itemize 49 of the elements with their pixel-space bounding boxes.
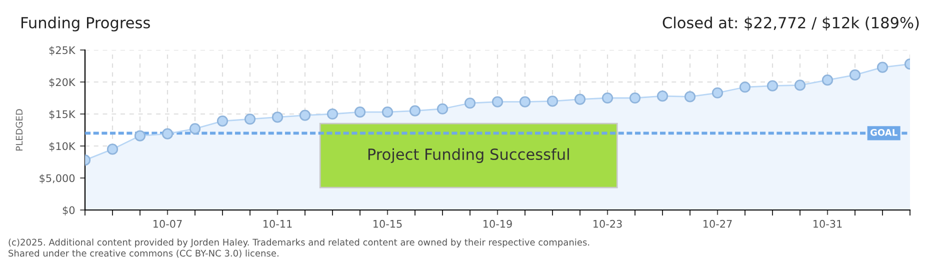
y-tick-label: $0 [62,206,75,216]
x-tick-label: 10-23 [594,220,622,228]
point [189,123,201,134]
point [162,128,174,140]
point [326,108,338,120]
text: (c)2025. Additional content provided by Jorden Haley. Trademarks and related content are owned by their respective companies. [8,238,590,248]
x-tick-label: 10-19 [484,220,512,228]
chart-subtitle: Closed at: $22,772 / $12k (189%) [662,16,919,30]
x-tick-label: 10-11 [264,220,292,228]
point [822,74,834,86]
point [492,96,504,108]
point [546,96,558,107]
annotation: Project Funding Successful [368,148,569,163]
point [106,144,118,155]
point [244,114,256,125]
text: Shared under the creative commons (CC BY-NC 3.0) license. [8,250,278,258]
y-tick-label: $20K [49,78,76,88]
ref-line-label: GOAL [870,128,898,136]
y-tick-label: $10K [49,142,76,152]
point [436,103,448,114]
point [876,62,888,73]
y-tick-label: $25K [49,46,76,56]
point [629,92,641,104]
y-axis-title: PLEDGED [16,109,23,151]
point [849,69,861,81]
point [574,94,586,105]
point [794,80,806,91]
point [409,105,421,116]
point [272,112,284,123]
point [134,130,146,142]
chart-title: Funding Progress [22,16,150,32]
point [299,110,311,121]
point [766,80,778,92]
point [464,98,476,109]
point [602,92,614,104]
x-tick-label: 10-27 [704,220,732,228]
point [739,82,751,93]
point [712,87,724,98]
y-tick-label: $15K [49,110,76,120]
point [684,91,696,102]
point [382,106,394,118]
point [354,106,366,118]
x-tick-label: 10-07 [154,220,182,228]
y-tick-label: $5,000 [40,174,75,184]
point [656,90,668,102]
x-tick-label: 10-31 [814,220,842,228]
point [216,115,228,127]
point [519,96,531,108]
x-tick-label: 10-15 [374,220,402,228]
